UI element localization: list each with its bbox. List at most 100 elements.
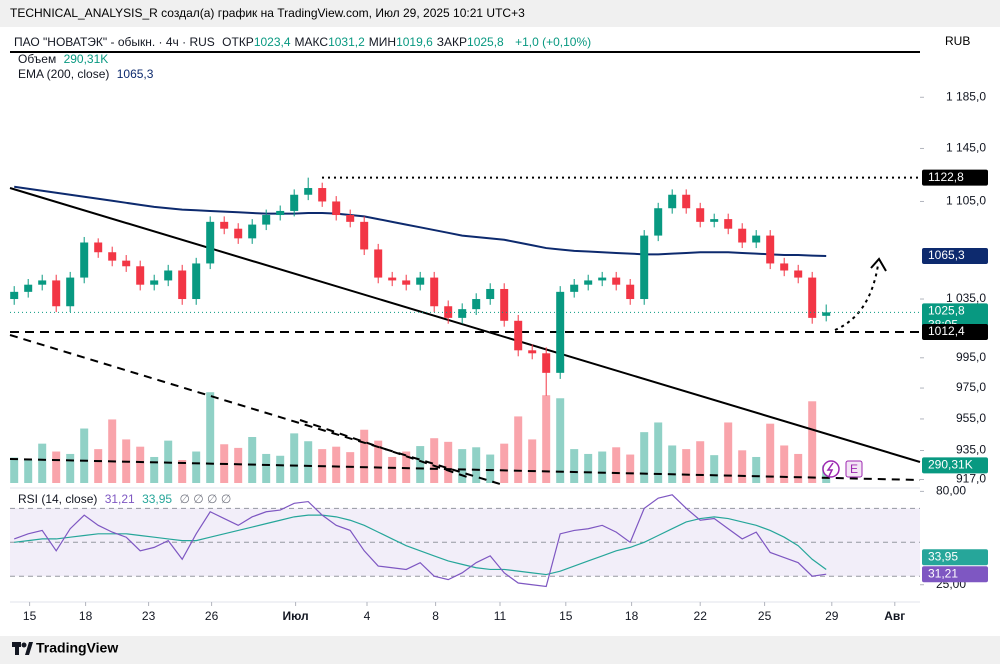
x-tick-label: 11 (494, 609, 507, 623)
price-tag (922, 549, 988, 566)
volume-bar (360, 429, 369, 483)
candle-body (682, 194, 691, 209)
candle-body (206, 221, 215, 264)
volume-bar (136, 446, 145, 483)
x-tick-label: 23 (142, 609, 156, 623)
candle-body (192, 263, 201, 300)
x-tick-label: 29 (825, 609, 839, 623)
rsi-name: RSI (14, close) (18, 492, 98, 506)
volume-bar (430, 438, 439, 483)
rsi-ma-last: 33,95 (142, 492, 173, 506)
candle-body (80, 242, 89, 278)
volume-bar (332, 446, 341, 483)
price-tag-label: 1025,8 (928, 304, 965, 318)
candle-body (570, 284, 579, 292)
y-tick-label: 975,0 (956, 380, 986, 394)
volume-bar (178, 460, 187, 483)
volume-bar (192, 451, 201, 483)
price-tag-label: 1122,8 (928, 170, 964, 184)
volume-bar (794, 453, 803, 483)
volume-name: Объем (18, 52, 57, 66)
candle-body (304, 188, 313, 195)
change: +1,0 (+0,10%) (515, 35, 592, 49)
drawing-line (9, 334, 501, 485)
candle-body (584, 280, 593, 285)
candle-body (458, 309, 467, 318)
candle-body (122, 260, 131, 267)
y-tick-label: 917,0 (956, 472, 986, 486)
volume-bar (514, 416, 523, 483)
volume-bar (486, 454, 495, 483)
candle-body (150, 280, 159, 285)
rsi-tick-label: 80,00 (936, 484, 966, 498)
badge: E (850, 462, 858, 476)
price-tag-label: 33,95 (928, 549, 958, 563)
candle-body (668, 194, 677, 209)
volume-bar (654, 422, 663, 483)
volume-bar (682, 449, 691, 483)
candle-body (94, 242, 103, 253)
ohlc-name: ЗАКР (436, 35, 468, 49)
price-tag-label: 290,31K (928, 458, 973, 472)
x-tick-label: 15 (23, 609, 37, 623)
logo-part (15, 642, 19, 655)
x-tick-label: 26 (205, 609, 219, 623)
candle-body (696, 208, 705, 222)
candle-body (542, 353, 551, 373)
y-tick-label: 1 185,0 (946, 89, 986, 103)
volume-bar (808, 401, 817, 483)
ema-line (14, 185, 827, 258)
volume-bar (668, 445, 677, 483)
event-icon-bolt (826, 462, 834, 477)
volume-bar (388, 456, 397, 483)
price-tag (922, 248, 988, 265)
candle-body (752, 235, 761, 243)
volume-bar (150, 456, 159, 483)
candle-body (10, 291, 19, 300)
legend: ПАО "НОВАТЭК" - обыкн. · 4ч · RUS ОТКР10… (14, 35, 595, 49)
ohlc-value: 1023,4 (253, 35, 291, 49)
volume-bar (696, 441, 705, 483)
ohlc-value: 1031,2 (328, 35, 365, 49)
candle-body (374, 249, 383, 278)
candle-body (654, 208, 663, 236)
candle-body (52, 280, 61, 307)
volume-bar (24, 460, 33, 483)
candle-body (220, 221, 229, 229)
candle-body (164, 270, 173, 281)
price-tag (922, 457, 988, 474)
volume-bar (724, 422, 733, 483)
volume-bar (206, 392, 215, 483)
ohlc-name: МАКС (294, 35, 329, 49)
ohlc-value: 1019,6 (396, 35, 433, 49)
candle-body (556, 291, 565, 373)
y-tick-label: 1 105,0 (946, 194, 986, 208)
price-tag-label: 1012,4 (928, 324, 965, 338)
rsi-legend: RSI (14, close) 31,21 33,95 ∅ ∅ ∅ ∅ (18, 492, 235, 506)
candle-body (262, 215, 271, 225)
volume-bar (458, 449, 467, 483)
x-tick-label: 18 (625, 609, 639, 623)
volume-bar (752, 456, 761, 483)
volume-bar (472, 447, 481, 483)
bottom-bar (0, 636, 1000, 664)
volume-last: 290,31K (63, 52, 109, 66)
volume-bar (248, 437, 257, 483)
y-tick-label: 1 145,0 (946, 141, 986, 155)
volume-bar (52, 451, 61, 483)
candle-body (486, 288, 495, 300)
logo-part (21, 642, 27, 648)
x-tick-label: 22 (694, 609, 708, 623)
volume-bar (290, 433, 299, 483)
volume-bar (780, 445, 789, 483)
y-tick-label: 955,0 (956, 411, 986, 425)
volume-bar (276, 455, 285, 483)
candle-body (234, 228, 243, 239)
rsi-extra: ∅ ∅ ∅ ∅ (179, 492, 232, 506)
candle-body (514, 320, 523, 351)
volume-bar (528, 439, 537, 483)
candle-body (500, 288, 509, 321)
candle-body (612, 277, 621, 285)
volume-bar (234, 447, 243, 483)
